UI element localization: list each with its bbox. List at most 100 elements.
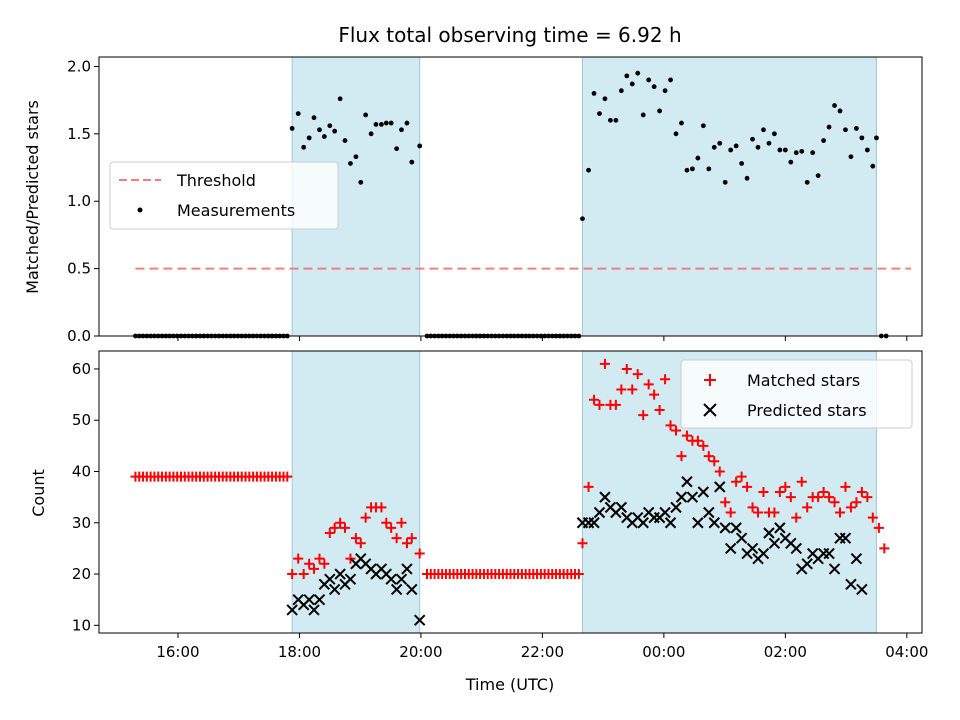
predicted-star-marker — [390, 583, 403, 596]
predicted-star-marker — [823, 547, 835, 560]
y-tick-label: 1.5 — [67, 125, 91, 143]
measurement-point — [810, 150, 816, 156]
measurement-point — [799, 148, 805, 154]
measurement-point — [332, 128, 338, 134]
matched-star-marker — [758, 487, 769, 497]
predicted-star-marker — [746, 542, 759, 555]
matched-star-marker — [725, 507, 736, 518]
y-ticks-top: 0.0 0.5 1.0 1.5 2.0 — [67, 57, 99, 345]
measurement-point — [722, 179, 728, 185]
measurement-point — [668, 77, 673, 83]
measurement-point — [327, 123, 333, 129]
matched-star-marker — [753, 507, 764, 518]
x-tick-label: 04:00 — [885, 643, 928, 661]
count-series — [130, 358, 890, 626]
x-tick-label: 22:00 — [521, 643, 564, 661]
shaded-regions — [291, 56, 877, 337]
predicted-star-marker — [599, 491, 611, 503]
matched-star-marker — [414, 548, 425, 559]
matched-star-marker — [610, 399, 621, 410]
predicted-star-marker — [328, 583, 341, 596]
legend-threshold-label: Threshold — [176, 171, 256, 190]
predicted-star-marker — [703, 506, 715, 519]
matched-star-marker — [867, 512, 878, 523]
measurement-point — [311, 115, 317, 121]
predicted-star-marker — [385, 573, 397, 585]
matched-star-marker — [627, 384, 638, 395]
matched-star-marker — [681, 430, 692, 441]
y-tick-label: 0.0 — [67, 327, 91, 345]
measurement-point — [321, 134, 327, 139]
measurement-point — [706, 166, 712, 172]
measurement-point — [388, 120, 394, 126]
measurement-point — [733, 143, 739, 149]
legend-predicted-label: Predicted stars — [747, 401, 867, 420]
measurement-point — [843, 127, 848, 133]
predicted-star-marker — [828, 563, 841, 575]
matched-star-marker — [796, 476, 807, 487]
measurement-point — [635, 70, 641, 76]
predicted-star-marker — [697, 486, 710, 498]
predicted-star-marker — [763, 527, 775, 539]
predicted-star-marker — [637, 517, 649, 529]
predicted-star-marker — [401, 563, 413, 575]
predicted-star-marker — [675, 491, 688, 503]
predicted-star-marker — [406, 583, 418, 596]
matched-star-marker — [599, 358, 610, 369]
matched-star-marker — [785, 492, 796, 503]
matched-star-marker — [851, 497, 862, 508]
predicted-star-marker — [856, 583, 868, 596]
predicted-star-marker — [308, 604, 320, 616]
y-tick-label: 0.5 — [67, 260, 91, 278]
matched-star-marker — [840, 481, 851, 492]
measurement-point — [368, 131, 374, 137]
measurement-point — [373, 121, 379, 127]
matched-star-marker — [731, 476, 742, 487]
matched-star-marker — [709, 456, 720, 467]
predicted-star-marker — [670, 501, 682, 514]
matched-star-marker — [329, 522, 340, 533]
y-tick-label: 20 — [72, 565, 91, 583]
predicted-star-marker — [303, 593, 315, 606]
measurement-point — [586, 167, 591, 173]
legend-box — [109, 161, 339, 230]
measurement-point — [306, 135, 312, 141]
predicted-star-marker — [708, 517, 720, 529]
matched-star-marker — [780, 481, 791, 492]
matched-star-marker — [774, 487, 785, 497]
y-axis-label-bottom: Count — [29, 469, 48, 517]
predicted-star-marker — [686, 491, 699, 503]
predicted-star-marker — [839, 532, 852, 544]
matched-star-marker — [309, 563, 320, 574]
predicted-star-marker — [413, 614, 426, 626]
matched-star-marker — [293, 553, 304, 564]
predicted-star-marker — [692, 517, 704, 529]
matched-star-marker — [345, 553, 356, 564]
measurement-point — [629, 81, 635, 87]
matched-star-marker — [736, 471, 747, 482]
matched-star-marker — [714, 466, 725, 477]
matched-star-marker — [802, 502, 813, 513]
measurement-point — [815, 173, 821, 179]
measurement-point — [777, 147, 783, 153]
measurement-point — [874, 135, 879, 141]
y-tick-label: 50 — [72, 411, 91, 429]
measurement-point — [711, 144, 717, 150]
predicted-star-marker — [768, 537, 781, 549]
measurement-point — [348, 161, 353, 166]
bottom-panel: 10 20 30 40 50 60 16:00 18:00 20:00 22:00 00:00 02… — [29, 351, 928, 694]
measurements-legend-marker — [137, 207, 143, 213]
measurement-point — [848, 154, 854, 160]
matched-star-marker — [862, 492, 873, 503]
predicted-star-marker — [719, 522, 731, 534]
measurement-point — [399, 127, 404, 133]
matched-star-marker — [573, 569, 584, 580]
top-axes-frame — [98, 56, 923, 337]
y-axis-label-top: Matched/Predicted stars — [23, 100, 42, 294]
matched-star-marker — [692, 435, 703, 446]
measurement-point — [804, 179, 810, 185]
measurement-point — [613, 117, 619, 123]
x-tick-label: 16:00 — [156, 643, 199, 661]
measurement-point — [826, 124, 832, 130]
